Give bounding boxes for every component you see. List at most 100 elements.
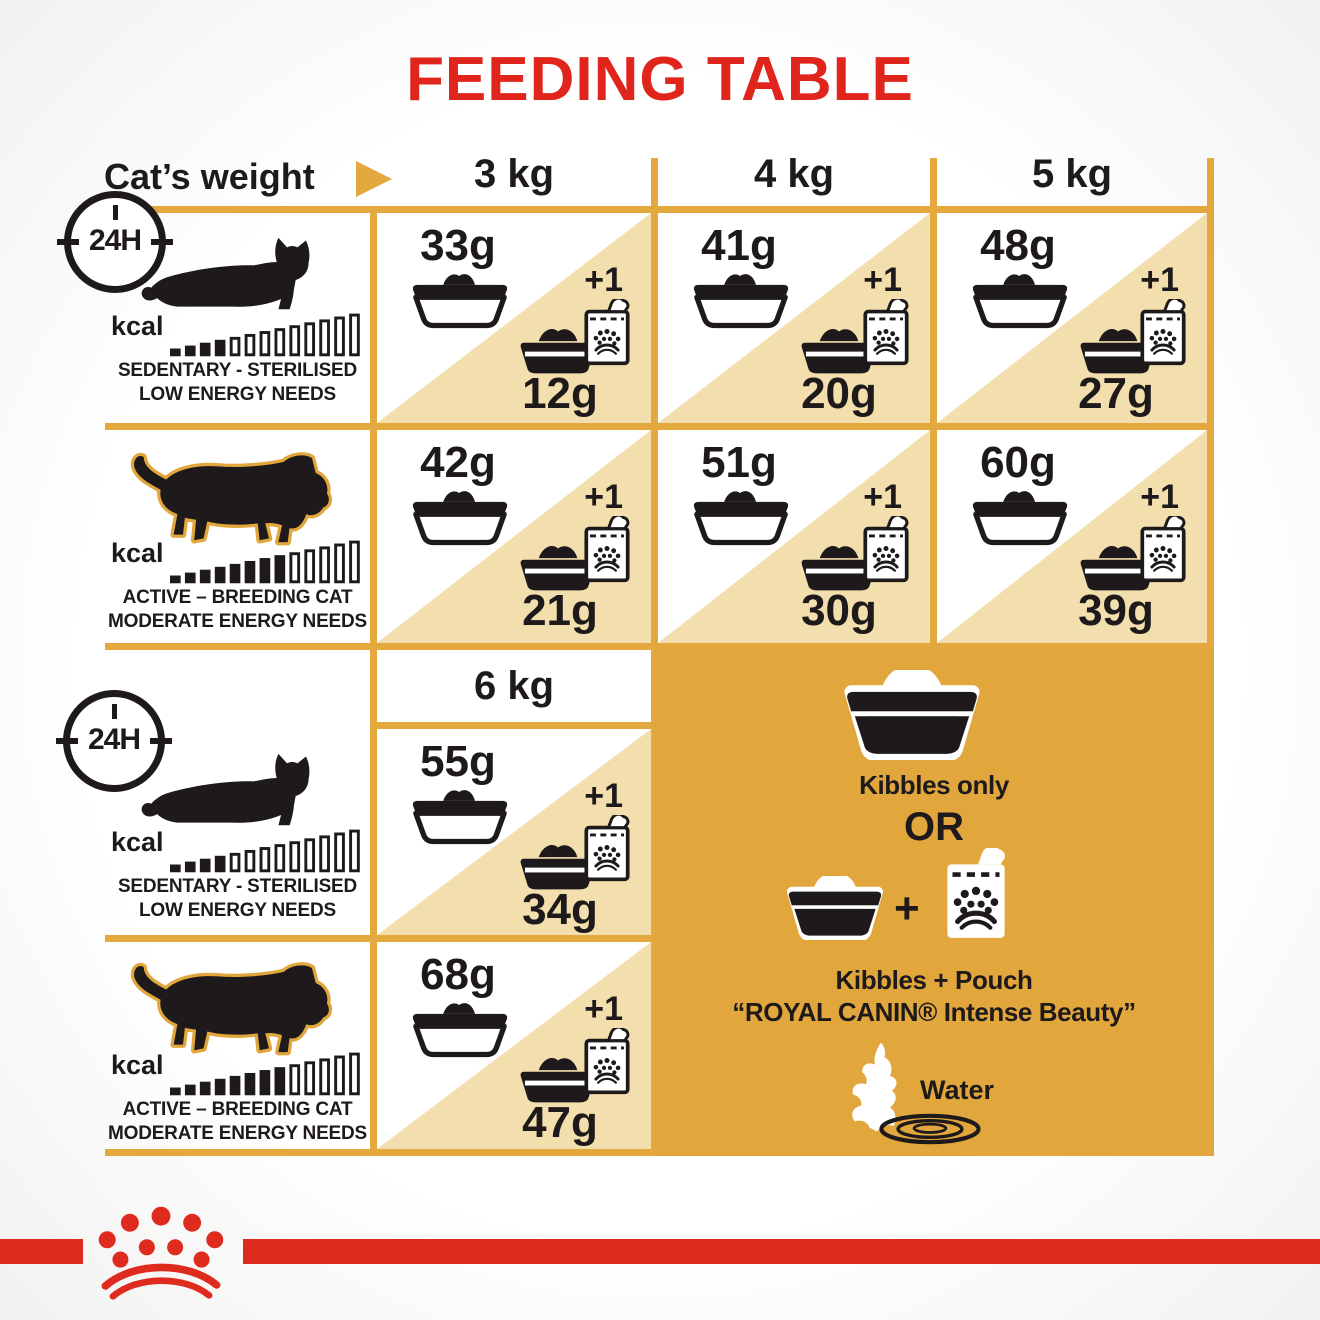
column-header-4kg: 4 kg [753, 152, 835, 196]
plus-one-pouch-label: +1 [863, 261, 902, 299]
kcal-bars-mid-icon [170, 1052, 360, 1096]
plus-one-pouch-label: +1 [584, 990, 623, 1028]
kibble-bowl-icon [407, 486, 513, 546]
kcal-label: kcal [111, 538, 164, 568]
pouch-product-label: “ROYAL CANIN® Intense Beauty” [732, 997, 1136, 1027]
page-title: FEEDING TABLE [406, 45, 914, 114]
feeding-cell-active-5kg: 60g +1 39g [937, 430, 1207, 643]
kibbles-with-pouch-amount: 20g [801, 369, 877, 418]
kibble-bowl-icon [407, 785, 513, 845]
profile-caption: ACTIVE – BREEDING CAT [122, 1099, 353, 1120]
water-label: Water [920, 1075, 995, 1105]
kibbles-only-amount: 60g [980, 438, 1056, 487]
pouch-icon [863, 299, 909, 366]
kibbles-with-pouch-amount: 12g [522, 369, 598, 418]
kibble-bowl-icon [688, 486, 794, 546]
kibbles-pouch-label: Kibbles + Pouch [835, 965, 1033, 995]
clock-tick [112, 704, 117, 719]
kibbles-only-amount: 51g [701, 438, 777, 487]
plus-sign: + [894, 884, 920, 933]
plus-one-pouch-label: +1 [1140, 261, 1179, 299]
kibble-bowl-legend-icon [837, 670, 987, 760]
clock-tick [150, 738, 172, 744]
kibble-bowl-legend-icon [783, 876, 887, 940]
profile-caption: LOW ENERGY NEEDS [138, 384, 337, 405]
plus-one-pouch-label: +1 [584, 478, 623, 516]
column-header-5kg: 5 kg [1031, 152, 1113, 196]
row-label-sedentary: kcal SEDENTARY - STERILISED LOW ENERGY N… [105, 729, 370, 935]
clock-24h-icon: 24H [56, 690, 172, 792]
kibbles-only-amount: 41g [701, 221, 777, 270]
clock-24h-label: 24H [87, 723, 141, 756]
cats-weight-label: Cat’s weight [104, 156, 315, 197]
profile-caption: MODERATE ENERGY NEEDS [107, 611, 368, 632]
pouch-icon [584, 516, 630, 583]
feeding-cell-sedentary-3kg: 33g +1 12g [377, 213, 651, 423]
water-ripples-icon [878, 1112, 982, 1146]
plus-one-pouch-label: +1 [584, 261, 623, 299]
kibbles-only-amount: 68g [420, 950, 496, 999]
clock-tick [151, 239, 173, 245]
kibbles-only-amount: 42g [420, 438, 496, 487]
pouch-icon [863, 516, 909, 583]
clock-tick [57, 239, 79, 245]
kcal-bars-mid-icon [170, 540, 360, 584]
profile-caption: SEDENTARY - STERILISED [117, 360, 358, 381]
kibbles-only-amount: 48g [980, 221, 1056, 270]
pouch-icon [584, 815, 630, 882]
grid-line-row1 [105, 423, 1214, 430]
plus-one-pouch-label: +1 [1140, 478, 1179, 516]
feeding-cell-active-3kg: 42g +1 21g [377, 430, 651, 643]
feeding-cell-sedentary-4kg: 41g +1 20g [658, 213, 930, 423]
clock-tick [56, 738, 78, 744]
grid-line-col1 [370, 206, 377, 1156]
or-label: OR [904, 805, 964, 849]
row-label-active: kcal ACTIVE – BREEDING CAT MODERATE ENER… [105, 430, 370, 643]
column-header-6kg: 6 kg [377, 650, 651, 722]
feeding-cell-sedentary-6kg: 55g +1 34g [377, 729, 651, 935]
grid-line-under-6kg [374, 722, 658, 729]
kibbles-with-pouch-amount: 21g [522, 586, 598, 635]
lying-cat-icon [141, 753, 310, 826]
kibbles-only-amount: 33g [420, 221, 496, 270]
kibble-bowl-icon [967, 269, 1073, 329]
brand-stripe [243, 1239, 1320, 1264]
profile-caption: ACTIVE – BREEDING CAT [122, 587, 353, 608]
feeding-cell-active-6kg: 68g +1 47g [377, 942, 651, 1149]
kibbles-with-pouch-amount: 30g [801, 586, 877, 635]
kibble-bowl-icon [407, 998, 513, 1058]
clock-24h-label: 24H [88, 224, 142, 257]
clock-24h-icon: 24H [57, 191, 173, 293]
pouch-icon [584, 1028, 630, 1095]
kcal-label: kcal [111, 1050, 164, 1080]
pouch-icon [1140, 516, 1186, 583]
kcal-bars-low-icon [170, 313, 360, 357]
pouch-legend-icon [943, 848, 1009, 942]
lying-cat-icon [141, 237, 310, 310]
plus-one-pouch-label: +1 [863, 478, 902, 516]
grid-line-col4 [1207, 158, 1214, 650]
profile-caption: SEDENTARY - STERILISED [117, 876, 358, 897]
kcal-label: kcal [111, 827, 164, 857]
kibbles-with-pouch-amount: 34g [522, 885, 598, 934]
profile-caption: MODERATE ENERGY NEEDS [107, 1123, 368, 1144]
brand-stripe [0, 1239, 83, 1264]
row-label-sedentary: kcal SEDENTARY - STERILISED LOW ENERGY N… [105, 213, 370, 423]
kibbles-only-amount: 55g [420, 737, 496, 786]
grid-line-row2 [105, 643, 1214, 650]
legend-panel: Kibbles only OR + Kibbles + Pouch “ROYAL… [654, 650, 1214, 1156]
kibble-bowl-icon [407, 269, 513, 329]
column-header-3kg: 3 kg [473, 152, 555, 196]
kibbles-with-pouch-amount: 39g [1078, 586, 1154, 635]
profile-caption: LOW ENERGY NEEDS [138, 900, 337, 921]
grid-line-top [105, 206, 1214, 213]
kibble-bowl-icon [688, 269, 794, 329]
pouch-icon [1140, 299, 1186, 366]
kcal-bars-low-icon [170, 829, 360, 873]
row-label-active: kcal ACTIVE – BREEDING CAT MODERATE ENER… [105, 942, 370, 1149]
right-arrow-icon [356, 161, 392, 197]
kibbles-with-pouch-amount: 27g [1078, 369, 1154, 418]
feeding-cell-sedentary-5kg: 48g +1 27g [937, 213, 1207, 423]
feeding-cell-active-4kg: 51g +1 30g [658, 430, 930, 643]
